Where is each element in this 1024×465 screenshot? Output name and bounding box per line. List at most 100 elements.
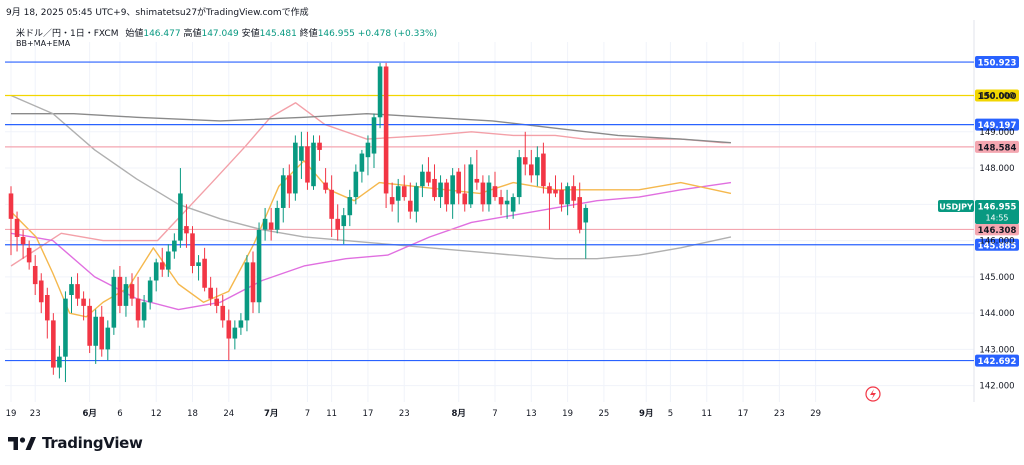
candle-body xyxy=(468,164,474,205)
open-label: 始値 xyxy=(125,29,144,39)
candle-body xyxy=(559,189,564,205)
candle-body xyxy=(474,178,480,183)
close-label: 終値 xyxy=(299,29,318,39)
x-tick-label: 11 xyxy=(701,409,712,419)
x-tick-label: 23 xyxy=(399,409,410,419)
candle-body xyxy=(238,320,244,328)
candle-body xyxy=(57,356,62,368)
y-tick-label: 149.000 xyxy=(979,128,1014,138)
candle-body xyxy=(359,153,365,172)
candle-body xyxy=(432,178,437,198)
candle-body xyxy=(565,186,570,205)
candle-body xyxy=(389,197,395,205)
candle-body xyxy=(547,186,552,194)
y-tick-label: 146.000 xyxy=(979,237,1014,247)
candle-body xyxy=(401,186,407,198)
event-marker[interactable] xyxy=(865,386,881,402)
candle-body xyxy=(450,175,455,205)
candle-body xyxy=(232,327,238,339)
candle-body xyxy=(153,262,159,281)
y-tick-label: 144.000 xyxy=(979,309,1014,319)
x-tick-label: 6 xyxy=(117,409,122,419)
candle-body xyxy=(293,142,298,194)
candle-body xyxy=(93,316,98,346)
price-label: 142.692 xyxy=(978,357,1017,367)
timestamp-line: 9月 18, 2025 05:45 UTC+9、shimatetsu27がTra… xyxy=(6,8,309,18)
candle-body xyxy=(208,287,213,299)
candle-body xyxy=(178,193,183,241)
time-axis: 19 23 6月 6 12 18 24 7月 7 11 17 23 8月 7 13 19 25 9月 5 11 17 23… xyxy=(6,409,821,419)
indicator-line xyxy=(10,94,732,260)
candle-body xyxy=(51,320,56,368)
x-tick-label: 29 xyxy=(810,409,821,419)
candle-body xyxy=(444,182,449,205)
x-tick-label: 17 xyxy=(363,409,374,419)
candle-body xyxy=(287,175,292,194)
candle-body xyxy=(535,157,540,176)
x-tick-label: 11 xyxy=(326,409,337,419)
candle-body xyxy=(329,189,334,219)
candle-body xyxy=(504,200,510,205)
candle-body xyxy=(75,284,80,299)
high-label: 高値 xyxy=(183,29,202,39)
candle-body xyxy=(529,164,534,176)
candle-body xyxy=(117,276,123,306)
candle-body xyxy=(38,280,44,303)
grid xyxy=(5,20,975,402)
indicators-label: BB+MA+EMA xyxy=(16,39,71,48)
candle-body xyxy=(99,316,105,350)
price-axis: 142.000143.000144.000145.000146.000147.0… xyxy=(938,92,1019,392)
candle-body xyxy=(571,186,576,201)
candle-body xyxy=(311,142,316,187)
price-label: 150.000 xyxy=(978,92,1017,102)
indicator-line xyxy=(10,181,732,311)
candle-body xyxy=(166,251,171,270)
countdown-label: 14:55 xyxy=(985,213,1008,222)
candle-body xyxy=(147,280,153,303)
close-value: 146.955 xyxy=(317,29,355,39)
y-tick-label: 145.000 xyxy=(979,273,1014,283)
candle-body xyxy=(426,171,431,183)
price-label-box xyxy=(975,223,1019,236)
candle-body xyxy=(408,200,413,212)
candle-body xyxy=(353,171,359,198)
price-label: 145.885 xyxy=(978,241,1017,251)
open-value: 146.477 xyxy=(143,29,181,39)
candle-body xyxy=(305,146,310,183)
candle-body xyxy=(123,284,129,306)
candle-body xyxy=(256,229,262,303)
candle-body xyxy=(202,258,207,288)
candle-body xyxy=(299,146,304,161)
price-label-box xyxy=(975,89,1019,102)
candle-body xyxy=(522,157,528,165)
change-value: +0.478 (+0.33%) xyxy=(357,29,438,39)
candle-body xyxy=(184,226,189,234)
x-tick-label: 19 xyxy=(6,409,17,419)
candle-body xyxy=(159,262,165,270)
candle-body xyxy=(111,276,117,328)
candle-body xyxy=(541,153,546,187)
symbol-tag-box xyxy=(938,199,974,212)
candle-body xyxy=(395,186,401,201)
x-tick-label: 13 xyxy=(526,409,537,419)
indicator-line xyxy=(11,112,732,144)
x-tick-label: 9月 xyxy=(639,409,653,419)
x-tick-label: 18 xyxy=(187,409,198,419)
y-tick-label: 142.000 xyxy=(979,382,1014,392)
x-tick-label: 12 xyxy=(151,409,162,419)
candle-body xyxy=(420,171,425,187)
candle-body xyxy=(456,171,461,194)
last-price-label: 146.955 xyxy=(978,202,1017,212)
candle-body xyxy=(577,197,582,230)
x-tick-label: 23 xyxy=(30,409,41,419)
price-label-box xyxy=(975,354,1019,367)
x-tick-label: 23 xyxy=(774,409,785,419)
lightning-icon xyxy=(870,389,876,400)
low-label: 安値 xyxy=(241,29,260,39)
brand[interactable]: TradingView xyxy=(8,434,143,452)
price-label-box xyxy=(975,238,1019,251)
candle-body xyxy=(45,295,50,321)
lightning-icon-ring[interactable] xyxy=(865,386,881,402)
symbol-legend: 米ドル／円・1日・FXCM 始値146.477 高値147.049 安値145.… xyxy=(16,26,437,39)
